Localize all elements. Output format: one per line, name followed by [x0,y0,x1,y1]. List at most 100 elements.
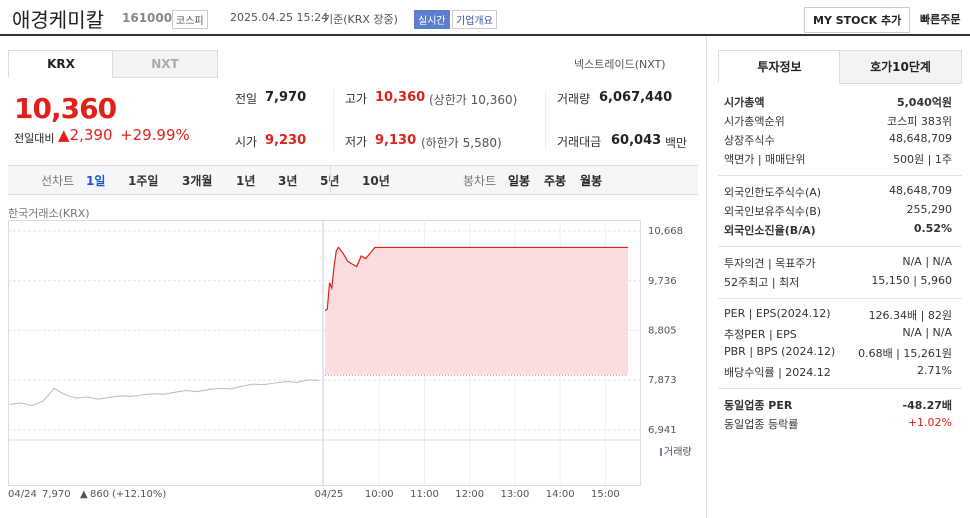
summary-note: (하한가 5,580) [421,136,502,150]
change: 2,390 [69,126,113,144]
menu-divider [330,165,331,193]
summary-value: 6,067,440 [599,90,673,105]
prev-change: 860 [90,489,109,500]
summary-label: 시가 [235,135,258,149]
invest-label: 외국인소진율(B/A) [724,224,816,237]
summary-note: (상한가 10,360) [429,93,518,107]
invest-value: 2.71% [917,364,952,377]
quick-order-button[interactable]: 빠른주문 [920,13,961,26]
invest-label: 외국인보유주식수(B) [724,205,822,218]
prev-close: 7,970 [42,489,71,500]
invest-value: 48,648,709 [889,132,952,145]
period-tab[interactable]: 5년 [320,172,339,189]
invest-value: 0.52% [913,222,952,235]
candle-tab[interactable]: 주봉 [544,174,567,188]
invest-label: PBR | BPS (2024.12) [724,345,836,358]
x-tick-label: 12:00 [455,489,484,500]
y-tick-label: 8,805 [648,325,677,336]
prev-arrow: ▲ [80,489,88,500]
today-area [325,247,628,376]
price-chart: 10,668 9,736 8,805 7,873 6,941 10:00 11:00 12:0… [8,220,692,500]
invest-label: PER | EPS(2024.12) [724,307,831,320]
invest-label: 투자의견 | 목표주가 [724,257,816,270]
market-badge: 코스피 [172,10,208,29]
chart-source: 한국거래소(KRX) [8,207,90,220]
invest-value: 48,648,709 [889,184,952,197]
nxt-tab[interactable]: NXT [112,50,218,78]
summary-label: 거래대금 [557,135,602,149]
line-chart-label: 선차트 [41,174,75,188]
header-rule [0,34,970,36]
change-label: 전일대비 [14,132,55,145]
invest-value: +1.02% [907,416,952,429]
invest-tab[interactable]: 호가10단계 [839,50,962,84]
mystock-button[interactable]: MY STOCK 추가 [804,7,911,33]
plot-frame [8,220,641,486]
period-tab[interactable]: 1주일 [128,174,159,188]
period-tab[interactable]: 1일 [86,174,106,188]
candle-tab[interactable]: 일봉 [508,174,531,188]
change-rate: +29.99% [120,126,190,144]
volume-label: 거래량 [664,446,692,458]
period-tab[interactable]: 1년 [236,174,256,188]
invest-value: 255,290 [906,203,953,216]
summary-label: 저가 [345,135,368,149]
prev-rate: (+12.10%) [112,489,166,500]
invest-value: 0.68배 | 15,261원 [858,347,952,360]
invest-separator [718,175,962,176]
summary-value: 60,043 [611,133,662,148]
x-tick-label: 15:00 [591,489,620,500]
invest-value: 500원 | 1주 [893,153,952,166]
summary-value: 7,970 [265,90,307,105]
basis: 기준(KRX 장중) [323,13,398,26]
invest-label: 동일업종 등락률 [724,418,799,431]
invest-label: 액면가 | 매매단위 [724,153,806,166]
invest-label: 시가총액순위 [724,115,785,128]
x-tick-label: 13:00 [501,489,530,500]
y-tick-label: 10,668 [648,226,683,237]
nxt-link[interactable]: 넥스트레이드(NXT) [574,58,666,71]
summary-label: 전일 [235,92,258,106]
invest-value: -48.27배 [902,399,952,412]
summary-label: 거래량 [557,92,591,106]
summary-divider [333,90,334,150]
invest-label: 상장주식수 [724,134,775,147]
stock-code: 161000 [122,11,173,25]
period-tab[interactable]: 10년 [362,174,390,188]
period-tab[interactable]: 3개월 [182,174,213,188]
previous-day-line [9,379,320,407]
invest-tab[interactable]: 투자정보 [718,50,841,83]
invest-separator [718,388,962,389]
summary-value: 9,230 [265,133,307,148]
company-info-button[interactable]: 기업개요 [452,10,497,29]
krx-tab[interactable]: KRX [8,50,114,77]
current-price: 10,360 [14,92,117,125]
x-tick-label: 14:00 [546,489,575,500]
realtime-badge[interactable]: 실시간 [414,10,450,29]
datetime: 2025.04.25 15:24 [230,11,329,24]
y-tick-label: 9,736 [648,276,677,287]
up-arrow: ▲ [58,126,70,144]
x-tick-label: 11:00 [410,489,439,500]
y-tick-label: 6,941 [648,425,677,436]
candle-tab[interactable]: 월봉 [580,174,603,188]
invest-value: 126.34배 | 82원 [868,309,952,322]
summary-unit: 백만 [665,136,688,150]
change-value: ▲2,390 [58,126,113,144]
invest-label: 배당수익률 | 2024.12 [724,366,831,379]
invest-label: 추정PER | EPS [724,328,797,341]
today-date: 04/25 [315,489,344,500]
summary-label: 고가 [345,92,368,106]
invest-separator [718,298,962,299]
today-line [324,246,628,311]
invest-value: N/A | N/A [902,326,952,339]
period-tab[interactable]: 3년 [278,174,298,188]
summary-value: 10,360 [375,90,426,105]
invest-value: N/A | N/A [902,255,952,268]
invest-label: 외국인한도주식수(A) [724,186,822,199]
y-tick-label: 7,873 [648,375,677,386]
invest-value: 5,040억원 [896,96,952,109]
candle-chart-label: 봉차트 [463,174,497,188]
summary-value: 9,130 [375,133,417,148]
chart-menu [8,165,698,195]
